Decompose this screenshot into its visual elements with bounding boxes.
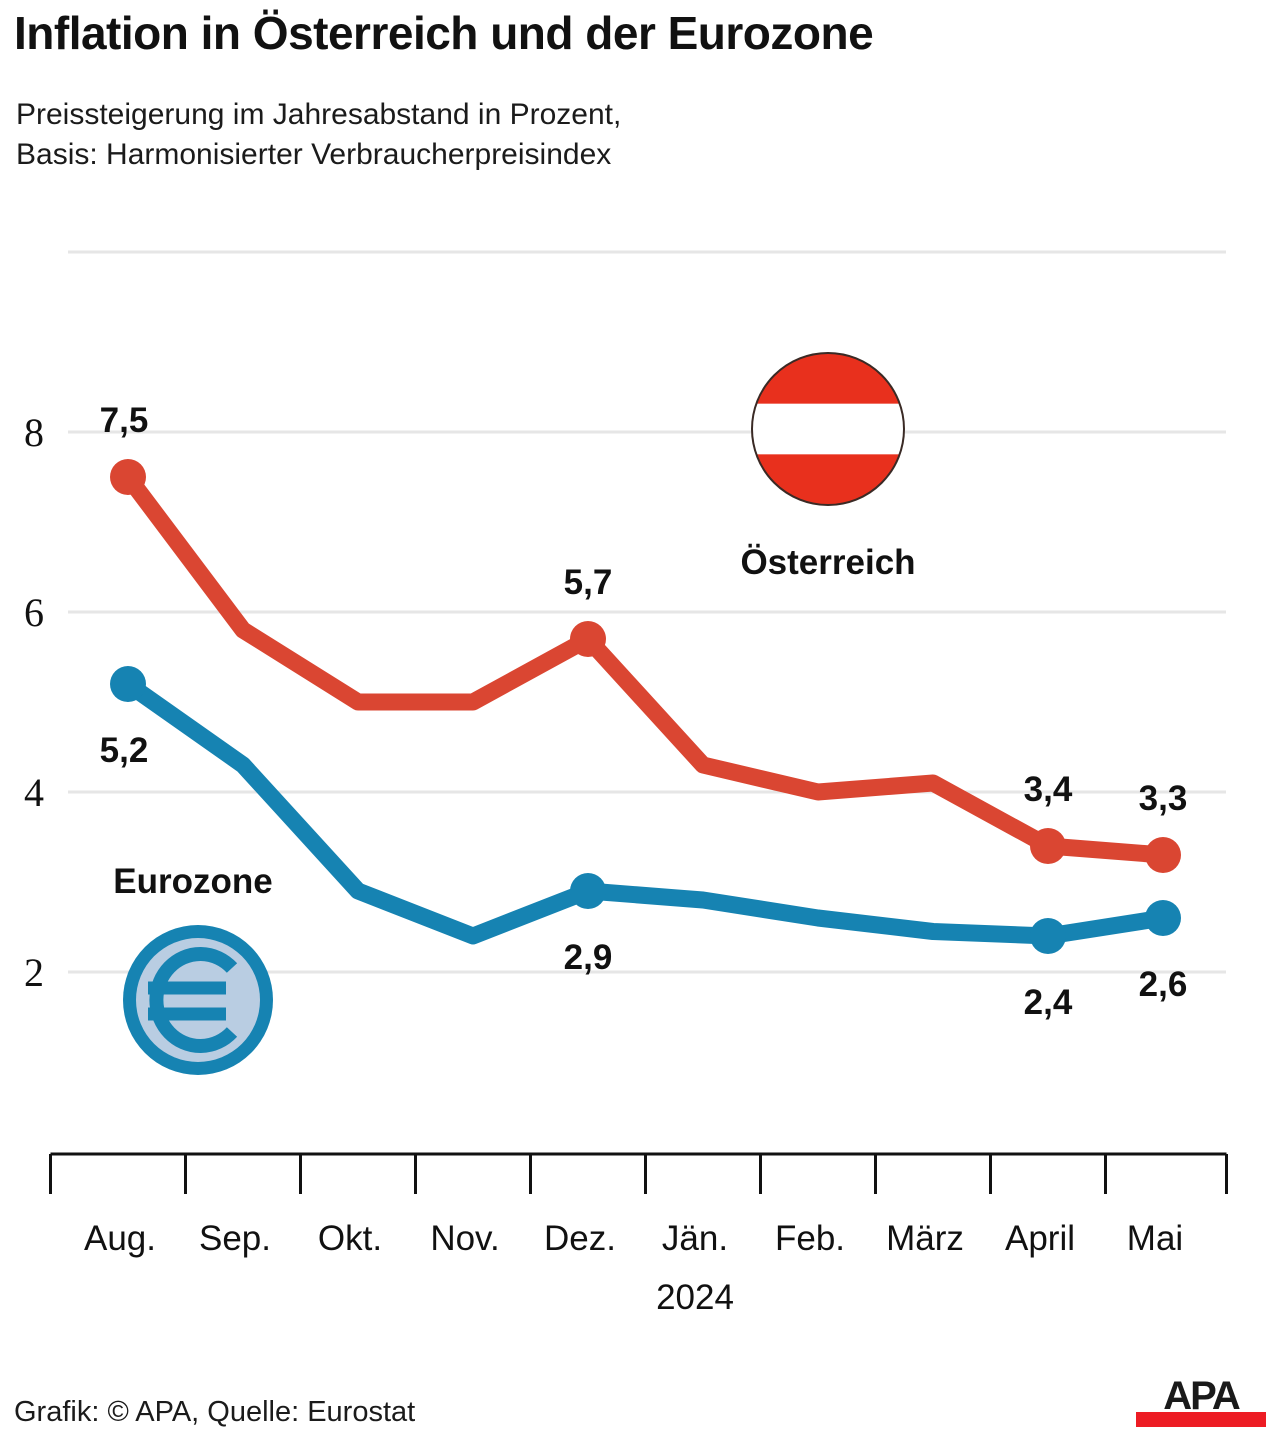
austria-data-point (1145, 837, 1181, 873)
apa-logo: APA (1136, 1376, 1266, 1428)
flag-band-middle (752, 403, 904, 457)
x-axis-year-note: 2024 (656, 1278, 734, 1317)
euro-symbol-arc (149, 947, 238, 1053)
eurozone-value-label: 2,4 (1024, 983, 1073, 1022)
x-axis-tick-label: Dez. (544, 1219, 616, 1258)
inflation-line-chart: 8 6 4 2 Aug. Sep. Okt. Nov. Dez. Jän. Feb. März Apri… (24, 250, 1228, 1317)
y-axis-tick-label: 6 (24, 590, 44, 635)
apa-logo-bar (1136, 1412, 1266, 1427)
x-axis-tick-label: Jän. (662, 1219, 728, 1258)
eurozone-data-point (1030, 918, 1066, 954)
source-credit: Grafik: © APA, Quelle: Eurostat (14, 1396, 416, 1428)
y-axis-tick-label: 4 (24, 770, 44, 815)
x-axis-tick-label: Okt. (318, 1219, 382, 1258)
x-axis-tick-label: Feb. (775, 1219, 845, 1258)
flag-band-top (752, 353, 904, 406)
austria-value-label: 3,4 (1024, 770, 1073, 809)
x-axis-tick-label: April (1005, 1219, 1075, 1258)
x-axis-tick-label: Aug. (84, 1219, 156, 1258)
austria-data-point (570, 621, 606, 657)
eurozone-data-point (110, 666, 146, 702)
eurozone-value-label: 2,6 (1139, 965, 1188, 1004)
x-axis-tick-label: März (886, 1219, 964, 1258)
eurozone-value-label: 5,2 (100, 731, 149, 770)
y-axis-tick-label: 8 (24, 410, 44, 455)
x-axis-tick-label: Mai (1127, 1219, 1183, 1258)
x-axis-tick-label: Nov. (430, 1219, 499, 1258)
austria-data-point (110, 459, 146, 495)
austria-value-label: 5,7 (564, 563, 613, 602)
flag-outline (751, 352, 905, 506)
austria-series-label: Österreich (740, 543, 915, 582)
austria-data-point (1030, 828, 1066, 864)
page-title: Inflation in Österreich und der Eurozone (14, 7, 874, 59)
page-subtitle: Preissteigerung im Jahresabstand in Proz… (16, 98, 622, 171)
austria-value-label: 3,3 (1139, 779, 1188, 818)
eurozone-data-point (570, 873, 606, 909)
apa-logo-text: APA (1163, 1374, 1240, 1418)
flag-band-bottom (752, 454, 904, 505)
x-axis-tick-label: Sep. (199, 1219, 271, 1258)
austria-value-label: 7,5 (100, 401, 149, 440)
eurozone-line (119, 675, 1172, 945)
eurozone-data-point (1145, 900, 1181, 936)
eurozone-value-label: 2,9 (564, 938, 613, 977)
austria-line (119, 468, 1172, 864)
y-axis-tick-label: 2 (24, 950, 44, 995)
eurozone-series-label: Eurozone (113, 862, 272, 901)
